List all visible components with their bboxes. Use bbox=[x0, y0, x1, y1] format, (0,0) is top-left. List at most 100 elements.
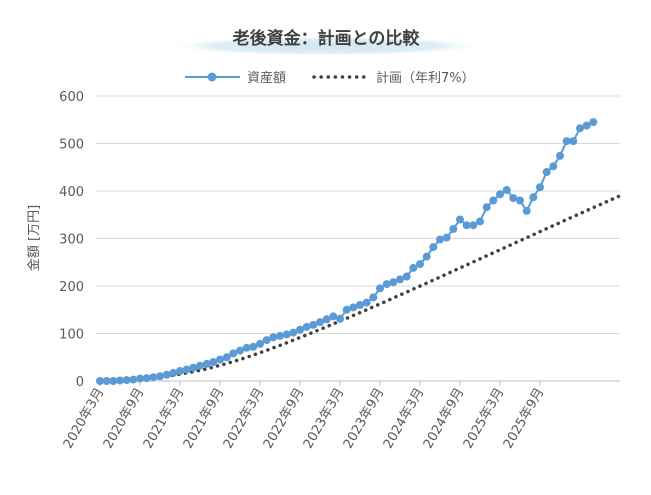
data-point-asset bbox=[569, 137, 578, 146]
data-point-asset bbox=[476, 217, 484, 226]
data-point-asset bbox=[149, 373, 158, 382]
data-point-asset bbox=[296, 325, 304, 334]
series-plan bbox=[98, 194, 622, 383]
x-tick-label: 2022年3月 bbox=[221, 386, 268, 452]
data-point-asset bbox=[509, 194, 518, 203]
data-point-asset bbox=[409, 263, 418, 272]
data-point-asset bbox=[202, 359, 211, 368]
x-tick-label: 2025年3月 bbox=[461, 386, 508, 452]
grid bbox=[96, 95, 620, 334]
y-tick-label: 400 bbox=[59, 185, 84, 200]
data-point-asset bbox=[162, 370, 171, 379]
data-point-asset bbox=[349, 303, 358, 312]
data-point-asset bbox=[442, 233, 451, 242]
data-point-asset bbox=[376, 284, 384, 293]
data-point-asset bbox=[389, 278, 398, 287]
data-point-asset bbox=[116, 376, 124, 385]
data-point-asset bbox=[422, 252, 431, 261]
chart-title: 老後資金：計画との比較 bbox=[232, 28, 421, 49]
x-tick-label: 2023年3月 bbox=[301, 386, 348, 452]
data-point-asset bbox=[129, 375, 138, 384]
legend-marker-asset bbox=[207, 72, 217, 82]
data-point-asset bbox=[456, 215, 464, 224]
data-point-asset bbox=[256, 339, 264, 348]
y-tick-label: 200 bbox=[59, 280, 84, 295]
x-tick-label: 2020年3月 bbox=[61, 386, 108, 452]
data-point-asset bbox=[209, 358, 218, 366]
data-point-asset bbox=[449, 225, 458, 233]
data-point-asset bbox=[269, 333, 278, 342]
x-tick-label: 2021年3月 bbox=[141, 386, 188, 452]
data-point-asset bbox=[176, 367, 184, 375]
data-point-asset bbox=[316, 318, 324, 327]
x-tick-label: 2024年3月 bbox=[381, 386, 428, 452]
data-point-asset bbox=[289, 328, 298, 337]
data-point-asset bbox=[482, 203, 491, 212]
data-point-asset bbox=[556, 151, 564, 160]
data-point-asset bbox=[436, 235, 444, 244]
data-point-asset bbox=[369, 293, 378, 302]
data-point-asset bbox=[542, 168, 551, 176]
legend-label-plan: 計画（年利7%） bbox=[376, 70, 475, 86]
data-point-asset bbox=[222, 353, 231, 362]
data-point-asset bbox=[122, 376, 131, 385]
data-point-asset bbox=[282, 330, 291, 339]
data-point-asset bbox=[589, 118, 598, 127]
data-point-asset bbox=[109, 377, 118, 385]
series-asset bbox=[96, 118, 598, 385]
x-tick-label: 2024年9月 bbox=[421, 386, 468, 452]
x-tick-label: 2021年9月 bbox=[181, 386, 228, 452]
data-point-asset bbox=[136, 374, 144, 383]
legend: 資産額 計画（年利7%） bbox=[185, 70, 475, 86]
data-point-asset bbox=[302, 322, 311, 331]
data-point-asset bbox=[402, 272, 411, 281]
data-point-asset bbox=[522, 206, 531, 215]
data-point-asset bbox=[322, 315, 331, 324]
data-point-asset bbox=[462, 221, 471, 230]
y-tick-label: 100 bbox=[59, 328, 84, 343]
data-point-asset bbox=[356, 301, 364, 309]
data-point-asset bbox=[276, 331, 284, 340]
data-point-asset bbox=[96, 377, 104, 385]
legend-item-plan: 計画（年利7%） bbox=[312, 70, 475, 86]
axes: 0 100 200 300 400 500 600 2020年3月2020年9月2021年3月… bbox=[59, 90, 620, 451]
y-tick-label: 600 bbox=[59, 90, 84, 105]
data-point-asset bbox=[489, 196, 498, 205]
data-point-asset bbox=[396, 275, 404, 284]
data-point-asset bbox=[382, 280, 391, 289]
data-point-asset bbox=[249, 342, 258, 351]
x-tick-label: 2023年9月 bbox=[341, 386, 388, 452]
legend-item-asset: 資産額 bbox=[185, 70, 286, 86]
y-tick-label: 0 bbox=[76, 375, 84, 390]
series-line-plan bbox=[98, 194, 622, 383]
data-point-asset bbox=[102, 377, 111, 385]
data-point-asset bbox=[156, 372, 164, 381]
data-point-asset bbox=[576, 124, 584, 133]
data-point-asset bbox=[496, 190, 504, 199]
data-point-asset bbox=[502, 186, 511, 194]
data-point-asset bbox=[336, 314, 344, 323]
data-point-asset bbox=[562, 137, 571, 146]
series-line-asset bbox=[100, 121, 594, 382]
data-point-asset bbox=[342, 305, 351, 314]
data-point-asset bbox=[169, 368, 178, 377]
data-point-asset bbox=[189, 363, 198, 372]
data-point-asset bbox=[582, 121, 591, 130]
data-point-asset bbox=[549, 162, 558, 171]
data-point-asset bbox=[196, 361, 204, 370]
x-tick-label: 2022年9月 bbox=[261, 386, 308, 452]
y-axis-title: 金額 [万円] bbox=[26, 205, 42, 271]
data-point-asset bbox=[469, 221, 478, 230]
y-tick-label: 300 bbox=[59, 233, 84, 248]
title-highlight bbox=[164, 36, 488, 56]
data-point-asset bbox=[236, 346, 244, 355]
legend-label-asset: 資産額 bbox=[247, 70, 286, 86]
data-point-asset bbox=[229, 349, 238, 358]
y-tick-label: 500 bbox=[59, 138, 84, 153]
data-point-asset bbox=[242, 343, 251, 352]
data-point-asset bbox=[429, 243, 438, 252]
data-point-asset bbox=[516, 196, 524, 205]
data-point-asset bbox=[309, 320, 318, 329]
